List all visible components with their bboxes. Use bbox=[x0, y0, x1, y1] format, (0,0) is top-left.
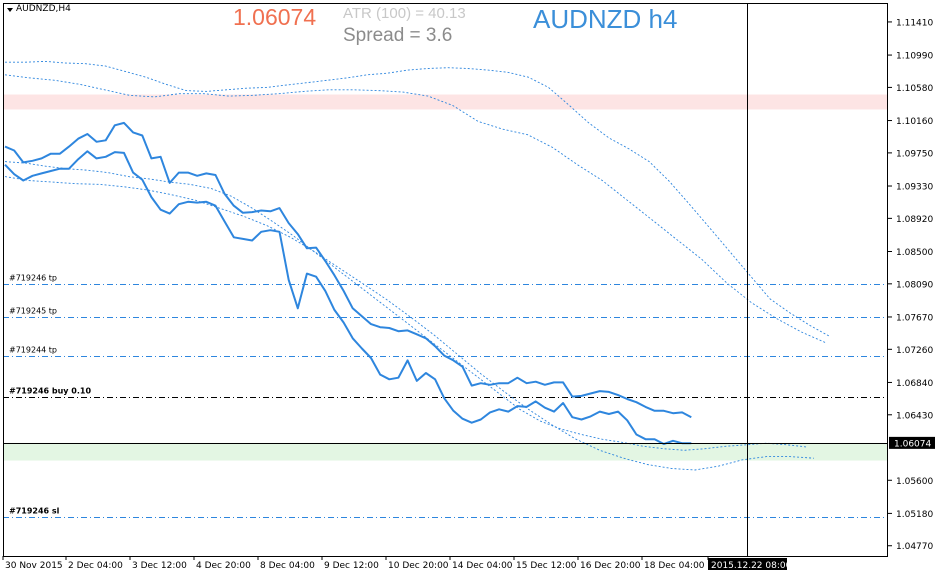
y-tick-label: 1.10160 bbox=[896, 117, 933, 127]
x-tick-label: 4 Dec 20:00 bbox=[196, 561, 251, 571]
x-axis: 30 Nov 2015 2 Dec 04:00 3 Dec 12:00 4 Dec 2… bbox=[2, 556, 792, 571]
bid-price-tag-label: 1.06074 bbox=[894, 439, 931, 449]
x-tick-label: 10 Dec 20:00 bbox=[388, 561, 449, 571]
y-tick-label: 1.10580 bbox=[896, 84, 933, 94]
price-line bbox=[4, 150, 692, 445]
price-zones bbox=[3, 94, 888, 461]
order-line-label: #719245 tp bbox=[9, 307, 57, 316]
band-line bbox=[4, 176, 814, 471]
price-line bbox=[4, 121, 692, 419]
y-tick-label: 1.11410 bbox=[896, 18, 933, 28]
cursor-time-label: 2015.12.22 08:00 bbox=[711, 561, 792, 571]
order-line-label: #719246 sl bbox=[9, 507, 60, 516]
x-tick-label: 16 Dec 20:00 bbox=[580, 561, 641, 571]
y-tick-label: 1.08090 bbox=[896, 280, 933, 290]
x-tick-label: 2 Dec 04:00 bbox=[68, 561, 123, 571]
chart-series bbox=[4, 60, 831, 471]
order-line-label: #719244 tp bbox=[9, 346, 57, 355]
support-zone bbox=[3, 442, 888, 461]
spread-text: Spread = 3.6 bbox=[343, 25, 453, 46]
y-tick-label: 1.05600 bbox=[896, 477, 933, 487]
x-tick-label: 8 Dec 04:00 bbox=[260, 561, 315, 571]
x-tick-label: 15 Dec 12:00 bbox=[516, 561, 577, 571]
y-tick-label: 1.07260 bbox=[896, 346, 933, 356]
y-axis: 1.11410 1.10990 1.10580 1.10160 1.09750 1.093… bbox=[888, 18, 935, 552]
band-line bbox=[4, 74, 827, 344]
y-tick-label: 1.08920 bbox=[896, 215, 933, 225]
y-tick-label: 1.08500 bbox=[896, 248, 933, 258]
x-tick-label: 14 Dec 04:00 bbox=[452, 561, 513, 571]
bid-price-text: 1.06074 bbox=[233, 4, 317, 30]
y-tick-label: 1.05180 bbox=[896, 510, 933, 520]
x-tick-label: 18 Dec 04:00 bbox=[644, 561, 705, 571]
y-tick-label: 1.07670 bbox=[896, 313, 933, 323]
plot-border bbox=[3, 3, 888, 557]
atr-text: ATR (100) = 40.13 bbox=[343, 5, 466, 22]
chart-title: AUDNZD h4 bbox=[533, 4, 678, 34]
y-tick-label: 1.04770 bbox=[896, 542, 933, 552]
x-tick-label: 30 Nov 2015 bbox=[5, 561, 63, 571]
y-tick-label: 1.09750 bbox=[896, 149, 933, 159]
order-lines[interactable]: #719246 tp #719245 tp #719244 tp #719246 bu… bbox=[3, 274, 888, 518]
bid-price-tag bbox=[889, 436, 935, 449]
symbol-dropdown-icon[interactable] bbox=[7, 8, 13, 12]
band-line bbox=[4, 161, 808, 451]
x-tick-label: 3 Dec 12:00 bbox=[132, 561, 187, 571]
x-tick-label: 9 Dec 12:00 bbox=[324, 561, 379, 571]
order-line-label: #719246 buy 0.10 bbox=[9, 387, 91, 396]
symbol-label: AUDNZD,H4 bbox=[16, 4, 71, 14]
order-line-label: #719246 tp bbox=[9, 274, 57, 283]
chart-frame bbox=[3, 3, 888, 557]
band-line bbox=[5, 60, 831, 338]
y-tick-label: 1.06430 bbox=[896, 411, 933, 421]
resistance-zone bbox=[3, 94, 888, 110]
cursor-time-tag bbox=[708, 558, 787, 570]
y-tick-label: 1.10990 bbox=[896, 52, 933, 62]
y-tick-label: 1.09330 bbox=[896, 183, 933, 193]
y-tick-label: 1.06840 bbox=[896, 379, 933, 389]
